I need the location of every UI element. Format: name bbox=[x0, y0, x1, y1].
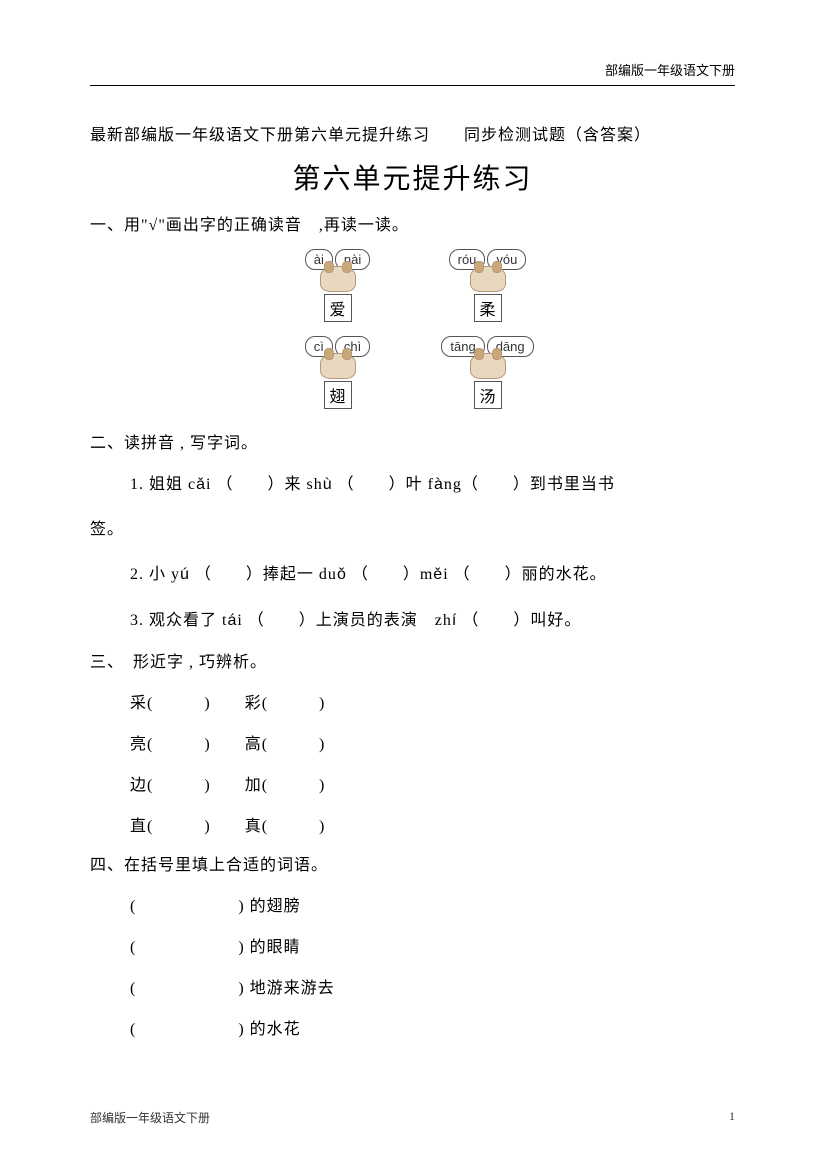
q3-head: 三、 形近字 , 巧辨析。 bbox=[90, 648, 735, 672]
char-box: 汤 bbox=[474, 381, 502, 409]
pinyin-item: cì chì 翅 bbox=[283, 336, 393, 409]
q2-line3: 3. 观众看了 tái （ ）上演员的表演 zhí （ ）叫好。 bbox=[130, 603, 735, 638]
q2-line1-tail: 签。 bbox=[90, 512, 735, 547]
pair-b: 高( ) bbox=[245, 736, 326, 753]
q3-pair: 采( ) 彩( ) bbox=[130, 686, 735, 721]
pinyin-item: ài nài 爱 bbox=[283, 249, 393, 322]
text: ng（ ）到书里当书 bbox=[444, 476, 615, 493]
q2-head: 二、读拼音 , 写字词。 bbox=[90, 429, 735, 453]
page-title: 第六单元提升练习 bbox=[90, 157, 735, 197]
pair-a: 采( ) bbox=[130, 695, 211, 712]
footer: 部编版一年级语文下册 1 bbox=[90, 1109, 735, 1126]
text: i （ ）上演员的表演 zh bbox=[237, 612, 452, 629]
header-right: 部编版一年级语文下册 bbox=[90, 60, 735, 86]
text: 1. 姐姐 c bbox=[130, 476, 196, 493]
q3-pair: 直( ) 真( ) bbox=[130, 809, 735, 844]
pair-b: 真( ) bbox=[245, 818, 326, 835]
text: 2. 小 y bbox=[130, 566, 180, 583]
dog-icon bbox=[320, 353, 356, 379]
q1-row-2: cì chì 翅 tāng dāng 汤 bbox=[283, 336, 543, 409]
text: （ ）叶 f bbox=[333, 476, 434, 493]
footer-left: 部编版一年级语文下册 bbox=[90, 1109, 210, 1126]
page-number: 1 bbox=[729, 1109, 735, 1126]
text: 3. 观众看了 t bbox=[130, 612, 227, 629]
text: （ ）叫好。 bbox=[457, 612, 581, 629]
text: i （ ）来 sh bbox=[206, 476, 323, 493]
pair-a: 亮( ) bbox=[130, 736, 211, 753]
q3-pair: 亮( ) 高( ) bbox=[130, 727, 735, 762]
char-box: 爱 bbox=[324, 294, 352, 322]
text: （ ）m bbox=[347, 566, 433, 583]
q4-item: ( ) 地游来游去 bbox=[130, 971, 735, 1006]
text: （ ）捧起一 du bbox=[190, 566, 337, 583]
q2-line2: 2. 小 yú （ ）捧起一 duǒ （ ）měi （ ）丽的水花。 bbox=[130, 557, 735, 592]
text: i （ ）丽的水花。 bbox=[443, 566, 606, 583]
char-box: 翅 bbox=[324, 381, 352, 409]
pinyin-item: tāng dāng 汤 bbox=[433, 336, 543, 409]
dog-icon bbox=[470, 266, 506, 292]
pair-b: 彩( ) bbox=[245, 695, 326, 712]
subtitle: 最新部编版一年级语文下册第六单元提升练习 同步检测试题（含答案） bbox=[90, 121, 735, 145]
pair-a: 边( ) bbox=[130, 777, 211, 794]
page: 部编版一年级语文下册 最新部编版一年级语文下册第六单元提升练习 同步检测试题（含… bbox=[0, 0, 825, 1103]
char-box: 柔 bbox=[474, 294, 502, 322]
pinyin-item: róu yóu 柔 bbox=[433, 249, 543, 322]
dog-icon bbox=[320, 266, 356, 292]
q1-head: 一、用"√"画出字的正确读音 ,再读一读。 bbox=[90, 211, 735, 235]
q3-pair: 边( ) 加( ) bbox=[130, 768, 735, 803]
q2-line1: 1. 姐姐 cǎi （ ）来 shù （ ）叶 fàng（ ）到书里当书 bbox=[130, 467, 735, 502]
q4-head: 四、在括号里填上合适的词语。 bbox=[90, 851, 735, 875]
q4-item: ( ) 的水花 bbox=[130, 1012, 735, 1047]
q1-figures: ài nài 爱 róu yóu 柔 cì chì bbox=[90, 249, 735, 409]
q4-item: ( ) 的眼睛 bbox=[130, 930, 735, 965]
pair-a: 直( ) bbox=[130, 818, 211, 835]
dog-icon bbox=[470, 353, 506, 379]
q4-item: ( ) 的翅膀 bbox=[130, 889, 735, 924]
pair-b: 加( ) bbox=[245, 777, 326, 794]
q1-row-1: ài nài 爱 róu yóu 柔 bbox=[283, 249, 543, 322]
